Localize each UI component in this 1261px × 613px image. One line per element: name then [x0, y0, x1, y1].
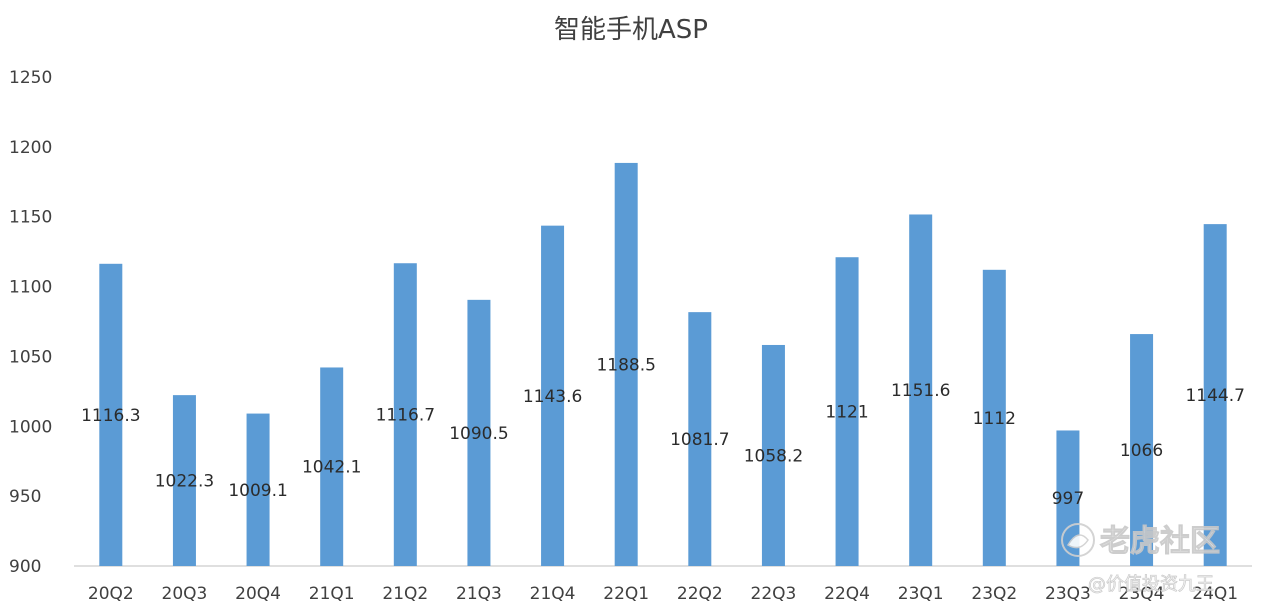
watermark-text: 老虎社区 — [1100, 524, 1220, 559]
bar-23Q4 — [1130, 334, 1154, 566]
data-label: 1121 — [825, 403, 868, 423]
y-tick-label: 1250 — [9, 68, 52, 88]
bar-22Q1 — [614, 162, 638, 566]
bar-20Q4 — [246, 413, 270, 566]
data-label: 1112 — [973, 409, 1016, 429]
data-label: 1144.7 — [1185, 386, 1244, 406]
bar-22Q2 — [688, 312, 712, 566]
bar-23Q1 — [909, 214, 933, 566]
bar-23Q2 — [982, 269, 1006, 566]
data-label: 1143.6 — [523, 387, 582, 407]
data-label: 1116.7 — [376, 406, 435, 426]
tiger-logo-icon — [1061, 523, 1095, 557]
x-tick-label: 22Q1 — [603, 584, 649, 604]
bar-21Q4 — [541, 225, 565, 566]
data-label: 1058.2 — [744, 446, 803, 466]
data-label: 1151.6 — [891, 381, 950, 401]
bar-21Q1 — [320, 367, 344, 566]
x-tick-label: 22Q3 — [751, 584, 797, 604]
data-label: 997 — [1052, 489, 1084, 509]
data-label: 1066 — [1120, 441, 1163, 461]
x-tick-label: 20Q3 — [162, 584, 208, 604]
x-tick-label: 21Q3 — [456, 584, 502, 604]
x-tick-label: 21Q2 — [382, 584, 428, 604]
x-tick-label: 23Q2 — [971, 584, 1017, 604]
data-label: 1081.7 — [670, 430, 729, 450]
x-tick-label: 24Q1 — [1192, 584, 1238, 604]
x-tick-label: 21Q1 — [309, 584, 355, 604]
x-tick-label: 23Q4 — [1119, 584, 1165, 604]
y-tick-label: 1000 — [9, 417, 52, 437]
y-tick-label: 950 — [9, 487, 41, 507]
x-tick-label: 23Q1 — [898, 584, 944, 604]
data-labels: 1116.3 1022.3 1009.1 1042.1 1116.7 1090.5 1143… — [81, 355, 1245, 509]
y-tick-label: 1150 — [9, 208, 52, 228]
data-label: 1009.1 — [228, 481, 287, 501]
bar-24Q1 — [1203, 224, 1227, 566]
data-label: 1042.1 — [302, 458, 361, 478]
bar-21Q2 — [393, 263, 417, 566]
x-tick-label: 20Q2 — [88, 584, 134, 604]
x-tick-label: 23Q3 — [1045, 584, 1091, 604]
x-tick-label: 20Q4 — [235, 584, 281, 604]
bar-21Q3 — [467, 299, 491, 566]
y-tick-label: 1200 — [9, 138, 52, 158]
bar-22Q3 — [761, 344, 785, 566]
data-label: 1116.3 — [81, 406, 140, 426]
bar-20Q3 — [172, 395, 196, 566]
bar-22Q4 — [835, 257, 859, 566]
data-label: 1022.3 — [155, 472, 214, 492]
bar-23Q3 — [1056, 430, 1080, 566]
watermark: 老虎社区 @价值投资九王 — [1061, 523, 1221, 595]
watermark-subtext: @价值投资九王 — [1088, 574, 1214, 595]
y-tick-label: 1050 — [9, 347, 52, 367]
data-label: 1090.5 — [449, 424, 508, 444]
y-axis: 900 950 1000 1050 1100 1150 1200 1250 — [9, 68, 52, 577]
x-axis: 20Q2 20Q3 20Q4 21Q1 21Q2 21Q3 21Q4 22Q1 22Q2 22Q3… — [88, 584, 1238, 604]
x-tick-label: 22Q4 — [824, 584, 870, 604]
y-tick-label: 900 — [9, 557, 41, 577]
chart-title: 智能手机ASP — [554, 15, 708, 45]
bar-20Q2 — [99, 263, 123, 566]
x-tick-label: 21Q4 — [530, 584, 576, 604]
x-tick-label: 22Q2 — [677, 584, 723, 604]
bars-group — [99, 162, 1227, 566]
data-label: 1188.5 — [596, 355, 655, 375]
y-tick-label: 1100 — [9, 278, 52, 298]
